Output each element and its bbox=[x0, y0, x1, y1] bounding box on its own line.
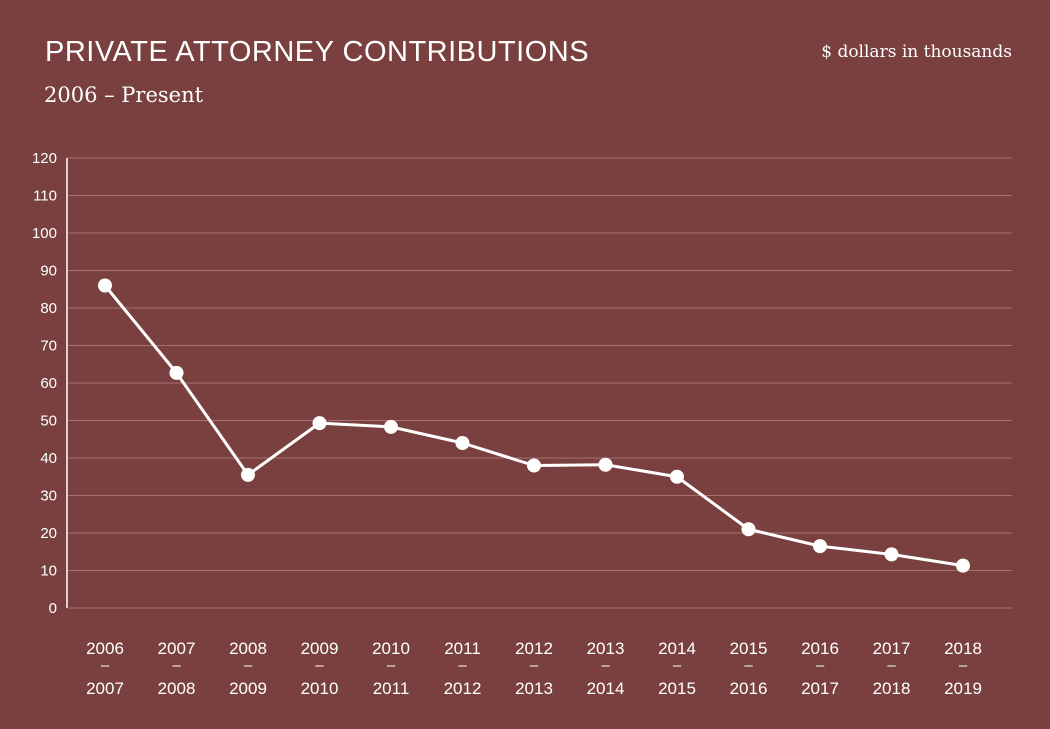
y-tick-label: 70 bbox=[40, 338, 57, 355]
x-tick-label-top: 2015 bbox=[730, 639, 768, 658]
x-tick-label-top: 2010 bbox=[372, 639, 410, 658]
y-tick-label: 10 bbox=[40, 563, 57, 580]
x-tick-label-separator: – bbox=[887, 657, 896, 674]
data-point bbox=[884, 547, 899, 562]
x-tick-label-bottom: 2017 bbox=[801, 679, 839, 698]
x-tick-label-top: 2012 bbox=[515, 639, 553, 658]
x-tick-label-bottom: 2010 bbox=[301, 679, 339, 698]
x-tick-label-bottom: 2019 bbox=[944, 679, 982, 698]
x-tick-label-separator: – bbox=[387, 657, 396, 674]
data-point bbox=[670, 469, 684, 484]
y-tick-label: 80 bbox=[40, 300, 57, 317]
x-tick-label-bottom: 2008 bbox=[158, 679, 196, 698]
x-tick-label-bottom: 2015 bbox=[658, 679, 696, 698]
x-tick-label-separator: – bbox=[315, 657, 324, 674]
x-tick-label-top: 2014 bbox=[658, 639, 696, 658]
x-axis: 2006–20072007–20082008–20092009–20102010… bbox=[67, 607, 1012, 698]
y-tick-label: 50 bbox=[40, 413, 57, 430]
series-line bbox=[103, 284, 964, 568]
y-tick-label: 120 bbox=[32, 150, 57, 167]
x-tick-label-separator: – bbox=[101, 657, 110, 674]
x-tick-label-bottom: 2014 bbox=[587, 679, 625, 698]
data-point bbox=[384, 419, 398, 434]
y-tick-label: 20 bbox=[40, 525, 57, 542]
data-point bbox=[598, 457, 613, 472]
x-tick-label-separator: – bbox=[744, 657, 753, 674]
x-tick-label-top: 2016 bbox=[801, 639, 839, 658]
x-tick-label-bottom: 2018 bbox=[873, 679, 911, 698]
data-point bbox=[741, 522, 756, 537]
x-tick-label-top: 2006 bbox=[86, 639, 124, 658]
gridlines bbox=[67, 157, 1012, 571]
y-tick-label: 40 bbox=[40, 450, 57, 467]
x-tick-label-bottom: 2012 bbox=[444, 679, 482, 698]
series-line-group bbox=[98, 278, 970, 573]
y-tick-label: 100 bbox=[32, 225, 57, 242]
data-point bbox=[813, 539, 827, 554]
x-tick-label-separator: – bbox=[816, 657, 825, 674]
x-tick-label-bottom: 2007 bbox=[86, 679, 124, 698]
x-tick-label-bottom: 2013 bbox=[515, 679, 553, 698]
y-tick-label: 60 bbox=[40, 375, 57, 392]
x-tick-label-top: 2013 bbox=[587, 639, 625, 658]
chart-subtitle: 2006 – Present bbox=[44, 83, 204, 107]
x-tick-label-top: 2007 bbox=[158, 639, 196, 658]
x-tick-label-bottom: 2016 bbox=[730, 679, 768, 698]
data-point bbox=[455, 436, 470, 450]
x-tick-label-top: 2009 bbox=[301, 639, 339, 658]
y-tick-label: 110 bbox=[33, 188, 57, 205]
x-tick-label-separator: – bbox=[458, 657, 467, 674]
x-tick-label-separator: – bbox=[172, 657, 181, 674]
data-point bbox=[312, 416, 327, 431]
x-tick-label-top: 2008 bbox=[229, 639, 267, 658]
y-axis: 0 10 20 30 40 50 60 70 80 90 100 110 120 bbox=[32, 150, 68, 617]
y-tick-label: 30 bbox=[40, 488, 57, 505]
chart-title: PRIVATE ATTORNEY CONTRIBUTIONS bbox=[45, 36, 590, 68]
data-point bbox=[98, 278, 112, 293]
x-tick-label-separator: – bbox=[530, 657, 539, 674]
data-point bbox=[527, 458, 541, 473]
x-tick-label-bottom: 2011 bbox=[373, 679, 410, 698]
x-tick-label-separator: – bbox=[959, 657, 968, 674]
units-label: $ dollars in thousands bbox=[821, 42, 1012, 62]
x-tick-label-separator: – bbox=[601, 657, 610, 674]
data-point bbox=[956, 558, 970, 573]
data-point bbox=[241, 467, 255, 482]
y-tick-label: 0 bbox=[49, 600, 57, 617]
x-tick-label-separator: – bbox=[244, 657, 253, 674]
x-tick-label-top: 2017 bbox=[873, 639, 911, 658]
data-point bbox=[169, 365, 184, 380]
x-tick-label-bottom: 2009 bbox=[229, 679, 267, 698]
y-tick-label: 90 bbox=[40, 263, 57, 280]
x-tick-label-top: 2018 bbox=[944, 639, 982, 658]
x-tick-label-top: 2011 bbox=[444, 639, 481, 658]
x-tick-label-separator: – bbox=[673, 657, 682, 674]
